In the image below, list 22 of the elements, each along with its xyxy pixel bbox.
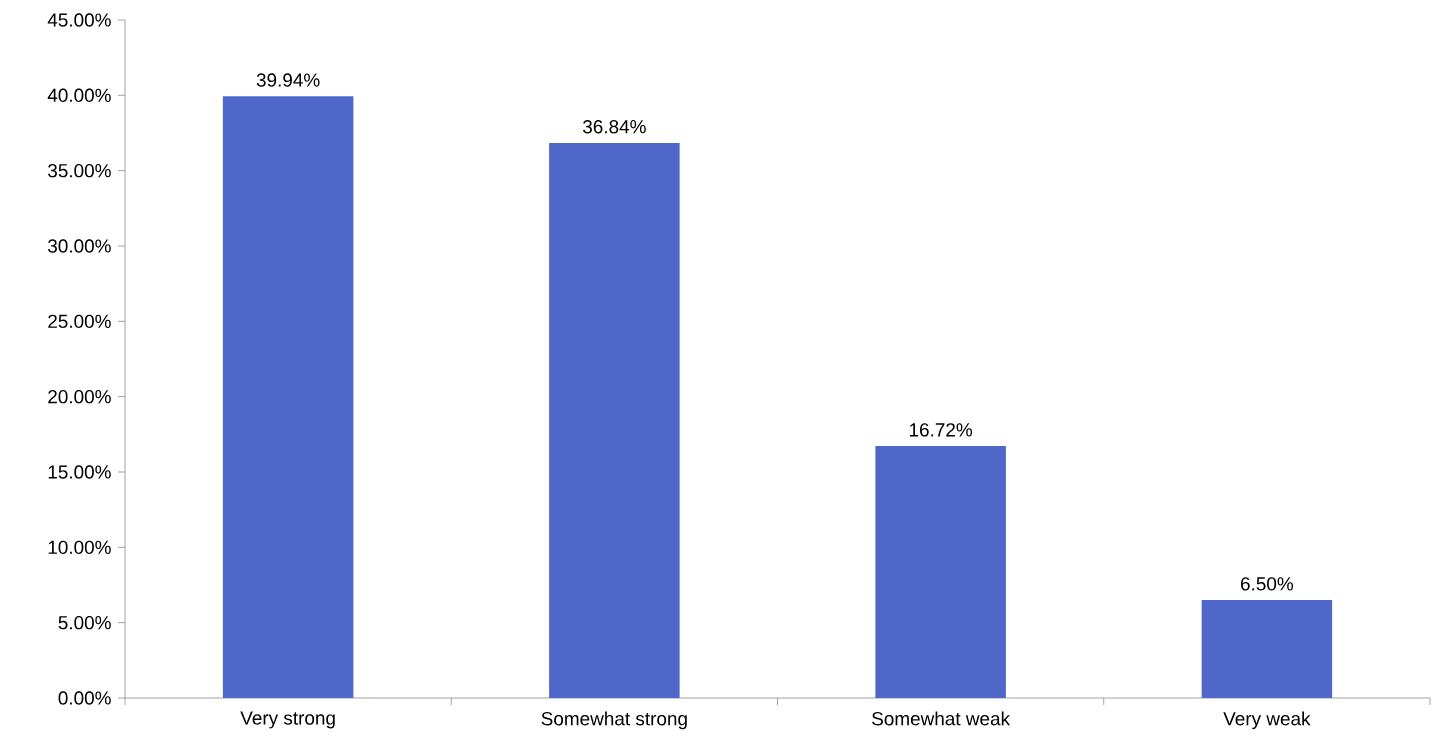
y-tick-label: 10.00% — [48, 540, 111, 555]
y-tick-label: 30.00% — [48, 239, 111, 253]
x-tick-label: Very strong — [240, 711, 335, 729]
y-tick-label: 40.00% — [47, 88, 111, 103]
x-tick-label: Somewhat strong — [541, 711, 687, 730]
data-label: 16.72% — [909, 423, 973, 437]
y-tick-label: 35.00% — [48, 163, 111, 178]
y-tick-label: 25.00% — [48, 314, 111, 329]
y-tick-label: 15.00% — [48, 465, 111, 479]
data-label: 36.84% — [582, 120, 646, 134]
bar — [1201, 600, 1333, 698]
data-label: 39.94% — [256, 73, 320, 87]
y-tick-label: 45.00% — [47, 13, 111, 27]
data-label: 6.50% — [1240, 577, 1294, 591]
bar — [549, 142, 680, 698]
bar — [875, 446, 1006, 698]
y-tick-label: 5.00% — [58, 615, 111, 630]
y-tick-label: 20.00% — [48, 389, 111, 404]
x-tick-label: Somewhat weak — [872, 711, 1011, 726]
x-tick-label: Very weak — [1223, 711, 1311, 730]
y-tick-label: 0.00% — [58, 691, 111, 705]
bar — [222, 96, 354, 698]
